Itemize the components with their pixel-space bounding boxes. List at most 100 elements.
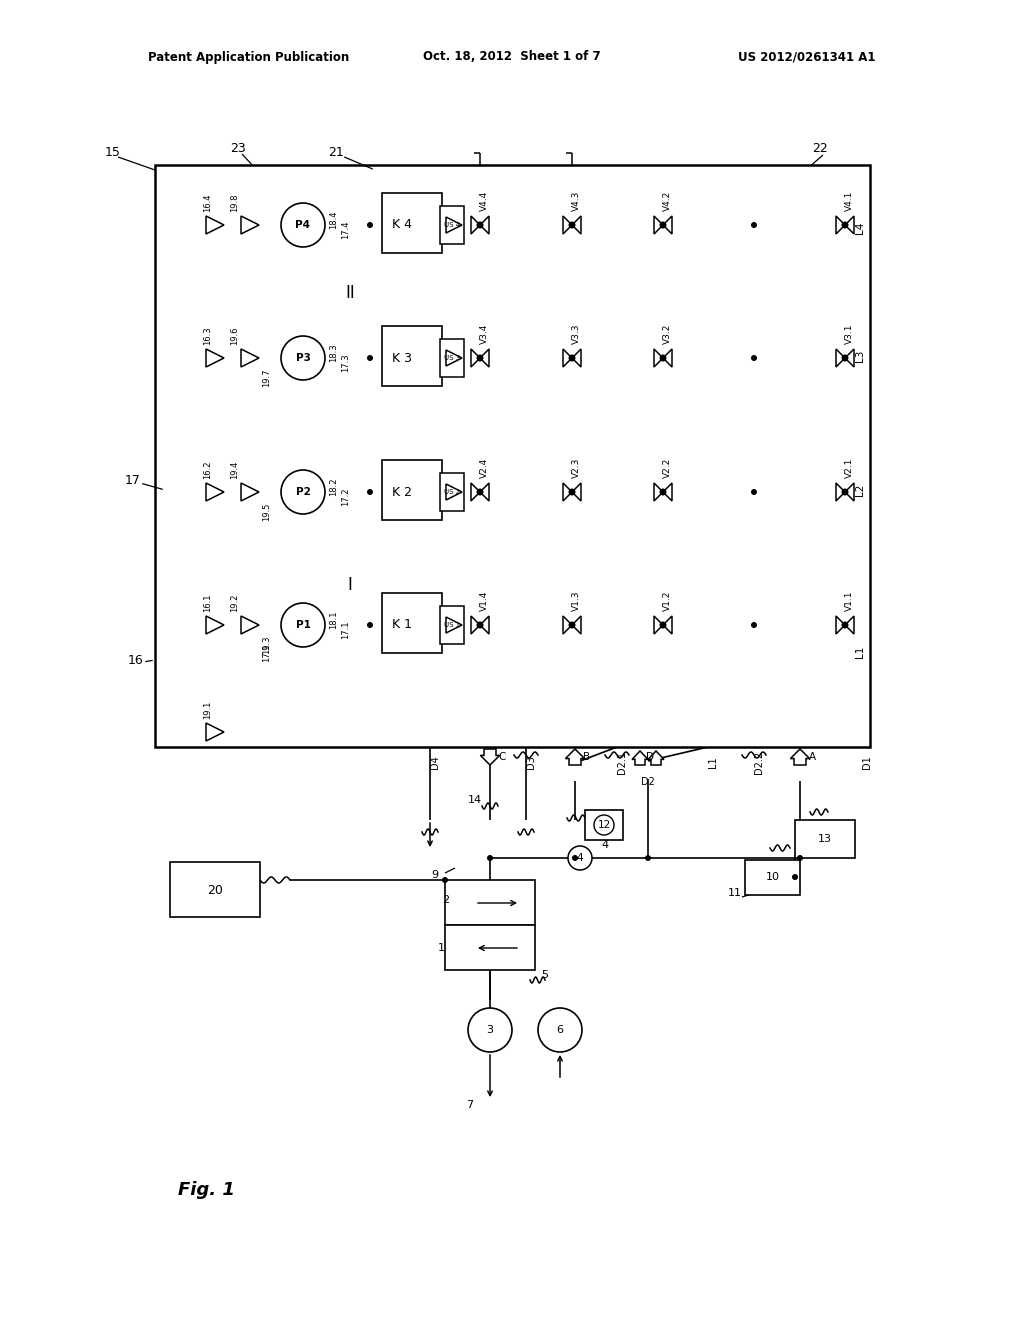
Text: D: D bbox=[646, 752, 654, 762]
Text: 9: 9 bbox=[431, 870, 438, 880]
Bar bbox=[382, 326, 442, 385]
Text: P1: P1 bbox=[296, 620, 310, 630]
Circle shape bbox=[569, 222, 575, 228]
Circle shape bbox=[842, 222, 848, 228]
Text: V1.2: V1.2 bbox=[663, 591, 672, 611]
Polygon shape bbox=[471, 483, 480, 502]
Text: A: A bbox=[808, 752, 815, 762]
Text: V4.3: V4.3 bbox=[572, 191, 581, 211]
Polygon shape bbox=[654, 616, 663, 634]
Polygon shape bbox=[241, 348, 259, 367]
Circle shape bbox=[751, 222, 757, 228]
Polygon shape bbox=[791, 748, 810, 766]
Circle shape bbox=[751, 488, 757, 495]
Polygon shape bbox=[572, 616, 581, 634]
Text: B: B bbox=[584, 752, 591, 762]
Polygon shape bbox=[565, 748, 585, 766]
Bar bbox=[440, 473, 464, 511]
Polygon shape bbox=[480, 348, 489, 367]
Polygon shape bbox=[206, 348, 224, 367]
Circle shape bbox=[659, 622, 667, 628]
Circle shape bbox=[659, 355, 667, 362]
Polygon shape bbox=[563, 348, 572, 367]
Bar bbox=[445, 880, 535, 925]
Polygon shape bbox=[654, 216, 663, 234]
Polygon shape bbox=[654, 348, 663, 367]
Text: 18.3: 18.3 bbox=[329, 343, 338, 362]
Bar bbox=[585, 810, 623, 840]
Text: Oct. 18, 2012  Sheet 1 of 7: Oct. 18, 2012 Sheet 1 of 7 bbox=[423, 50, 601, 63]
Polygon shape bbox=[446, 350, 462, 366]
Polygon shape bbox=[241, 616, 259, 634]
Text: US 2: US 2 bbox=[444, 488, 460, 495]
Circle shape bbox=[751, 622, 757, 628]
Polygon shape bbox=[663, 216, 672, 234]
Polygon shape bbox=[446, 216, 462, 234]
Polygon shape bbox=[206, 483, 224, 502]
Circle shape bbox=[367, 622, 373, 628]
Text: C: C bbox=[499, 752, 506, 762]
Circle shape bbox=[476, 622, 483, 628]
Circle shape bbox=[594, 814, 614, 836]
Text: 4: 4 bbox=[601, 840, 608, 850]
Text: 1: 1 bbox=[438, 942, 445, 953]
Text: L1: L1 bbox=[708, 756, 718, 768]
Circle shape bbox=[569, 488, 575, 495]
Text: Fig. 1: Fig. 1 bbox=[178, 1181, 234, 1199]
Text: P2: P2 bbox=[296, 487, 310, 498]
Text: V1.1: V1.1 bbox=[845, 591, 854, 611]
Circle shape bbox=[367, 222, 373, 228]
Circle shape bbox=[842, 488, 849, 495]
Circle shape bbox=[659, 222, 667, 228]
Text: V4.4: V4.4 bbox=[480, 191, 489, 211]
Text: Patent Application Publication: Patent Application Publication bbox=[148, 50, 349, 63]
Polygon shape bbox=[648, 751, 664, 766]
Circle shape bbox=[660, 622, 666, 628]
Polygon shape bbox=[480, 616, 489, 634]
Text: 18.1: 18.1 bbox=[329, 611, 338, 630]
Text: 16.4: 16.4 bbox=[203, 194, 212, 213]
Polygon shape bbox=[845, 216, 854, 234]
Polygon shape bbox=[572, 348, 581, 367]
Text: 18.2: 18.2 bbox=[329, 478, 338, 496]
Circle shape bbox=[281, 337, 325, 380]
Text: V4.2: V4.2 bbox=[663, 191, 672, 211]
Circle shape bbox=[569, 355, 575, 360]
Circle shape bbox=[476, 355, 483, 362]
Circle shape bbox=[842, 355, 849, 362]
Text: V3.4: V3.4 bbox=[480, 323, 489, 345]
Text: US 1: US 1 bbox=[443, 622, 460, 628]
Text: V3.3: V3.3 bbox=[572, 323, 581, 345]
Circle shape bbox=[477, 222, 483, 228]
Bar bbox=[382, 593, 442, 653]
Text: L4: L4 bbox=[855, 222, 865, 234]
Circle shape bbox=[477, 355, 483, 360]
Text: 19.8: 19.8 bbox=[230, 194, 239, 213]
Circle shape bbox=[476, 222, 483, 228]
Circle shape bbox=[367, 488, 373, 495]
Polygon shape bbox=[663, 348, 672, 367]
Text: 20: 20 bbox=[207, 883, 223, 896]
Text: 23: 23 bbox=[230, 141, 246, 154]
Text: D3: D3 bbox=[526, 755, 536, 768]
Text: 16: 16 bbox=[128, 653, 144, 667]
Polygon shape bbox=[572, 483, 581, 502]
Circle shape bbox=[568, 846, 592, 870]
Text: P3: P3 bbox=[296, 352, 310, 363]
Polygon shape bbox=[471, 216, 480, 234]
Text: K 3: K 3 bbox=[392, 351, 412, 364]
Text: 15: 15 bbox=[105, 145, 121, 158]
Polygon shape bbox=[206, 216, 224, 234]
Circle shape bbox=[568, 355, 575, 362]
Circle shape bbox=[842, 488, 848, 495]
Text: D1: D1 bbox=[862, 755, 872, 768]
Text: 18.4: 18.4 bbox=[329, 211, 338, 230]
Text: 19.5: 19.5 bbox=[262, 503, 271, 521]
Text: I: I bbox=[347, 576, 352, 594]
Text: 17.1: 17.1 bbox=[341, 620, 350, 639]
Text: K 1: K 1 bbox=[392, 619, 412, 631]
Text: L3: L3 bbox=[855, 350, 865, 362]
Polygon shape bbox=[836, 216, 845, 234]
Text: 19.2: 19.2 bbox=[230, 594, 239, 612]
Text: 19.3: 19.3 bbox=[262, 636, 271, 655]
